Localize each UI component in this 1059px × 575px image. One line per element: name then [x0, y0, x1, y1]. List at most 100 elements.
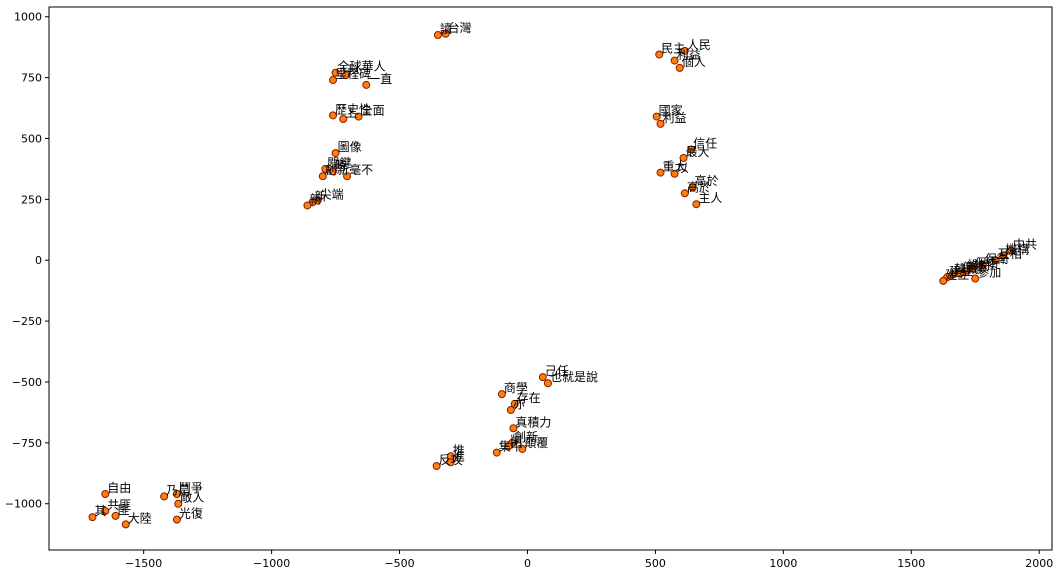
point-label: 真積力: [515, 414, 551, 429]
point-label: 推: [453, 443, 465, 457]
point-label: 建立: [945, 267, 969, 282]
point-label: 光復: [179, 506, 203, 521]
scatter-point: [955, 269, 964, 278]
x-tick-label: −1000: [253, 557, 290, 570]
scatter-point: [687, 145, 696, 154]
scatter-point: [510, 399, 519, 408]
point-label: 全面: [361, 103, 385, 118]
scatter-point: [675, 63, 684, 72]
point-label: 敵人: [180, 490, 204, 505]
point-label: 機構: [1005, 241, 1029, 256]
point-label: 圖像: [338, 140, 362, 154]
scatter-point: [339, 115, 348, 124]
point-label: 削: [510, 434, 522, 448]
point-label: 創新: [325, 162, 349, 177]
point-label: 匪: [118, 503, 130, 517]
point-label: 全球華人: [338, 59, 386, 74]
point-label: 以: [677, 161, 689, 175]
point-label: 顛覆: [524, 436, 548, 450]
scatter-point: [999, 251, 1008, 260]
scatter-point: [172, 515, 181, 524]
point-label: 時: [335, 158, 347, 172]
scatter-point: [341, 71, 350, 80]
point-label: 主人: [698, 191, 722, 205]
plot-frame: [48, 6, 1053, 551]
scatter-point: [101, 507, 110, 516]
scatter-point: [362, 80, 371, 89]
point-label: 創新: [514, 429, 538, 444]
point-label: 重大: [663, 160, 687, 174]
scatter-point: [88, 513, 97, 522]
point-label: 歷史性: [335, 102, 371, 116]
scatter-point: [670, 56, 679, 65]
scatter-point: [971, 274, 980, 283]
point-label: 存在: [517, 391, 541, 405]
scatter-point: [354, 112, 363, 121]
point-label: 韓戰: [954, 262, 978, 276]
y-tick-label: −250: [12, 315, 42, 328]
scatter-point: [160, 492, 169, 501]
point-label: 人民: [687, 38, 711, 52]
point-label: 己任: [545, 364, 569, 378]
y-tick-label: −750: [12, 437, 42, 450]
scatter-point: [329, 167, 338, 176]
x-tick-label: 0: [524, 557, 531, 570]
scatter-point: [343, 172, 352, 181]
point-label: 其: [94, 504, 106, 518]
point-label: 新: [309, 191, 321, 206]
point-label: 利益: [663, 111, 687, 125]
y-tick-label: 750: [21, 72, 42, 85]
point-label: 新: [315, 188, 327, 203]
scatter-point: [688, 183, 697, 192]
y-axis: 1000 750 500 250 0 −250 −500 −750 −1000: [5, 11, 49, 511]
point-label: 大陸: [128, 511, 152, 525]
scatter-point: [321, 164, 330, 173]
point-label: 保衛: [985, 252, 1009, 266]
scatter-point: [656, 168, 665, 177]
point-label: 參加: [977, 265, 1001, 280]
scatter-point: [543, 379, 552, 388]
scatter-point: [978, 261, 987, 270]
point-label: 保衛: [975, 256, 999, 270]
point-label: 反攻: [439, 453, 463, 467]
point-label: 毫不: [349, 162, 373, 177]
x-tick-label: 1500: [897, 557, 925, 570]
scatter-point: [504, 442, 513, 451]
scatter-point: [101, 489, 110, 498]
scatter-point: [331, 68, 340, 77]
point-label: 利益: [677, 48, 701, 62]
scatter-point: [1007, 246, 1016, 255]
x-tick-label: 2000: [1025, 557, 1053, 570]
x-axis: −1500 −1000 −500 0 500 1000 1500 2000: [125, 550, 1053, 570]
scatter-point: [538, 373, 547, 382]
scatter-point: [968, 264, 977, 273]
point-label: 進: [453, 449, 465, 463]
scatter-point: [518, 444, 527, 453]
x-tick-label: −1500: [125, 557, 162, 570]
point-label: 集中: [499, 439, 523, 454]
point-label: 共匪: [107, 498, 131, 512]
scatter-point: [692, 200, 701, 209]
scatter-point: [680, 189, 689, 198]
scatter-point: [939, 276, 948, 285]
data-points: [88, 29, 1016, 529]
scatter-point: [652, 112, 661, 121]
x-tick-label: 1000: [769, 557, 797, 570]
point-label: 上: [345, 106, 357, 120]
point-label: 最大: [686, 145, 710, 159]
point-label: 乃是: [166, 483, 190, 497]
scatter-point: [506, 405, 515, 414]
point-label: 保衛: [962, 261, 986, 275]
scatter-point: [655, 50, 664, 59]
scatter-point: [509, 424, 518, 433]
point-label: 讀: [440, 22, 452, 36]
scatter-point: [329, 76, 338, 85]
scatter-point: [670, 169, 679, 178]
scatter-point: [656, 119, 665, 128]
point-label: 高於: [687, 179, 711, 194]
scatter-point: [680, 46, 689, 55]
point-label: 商學: [504, 380, 528, 395]
point-label: 尖端: [320, 188, 344, 202]
